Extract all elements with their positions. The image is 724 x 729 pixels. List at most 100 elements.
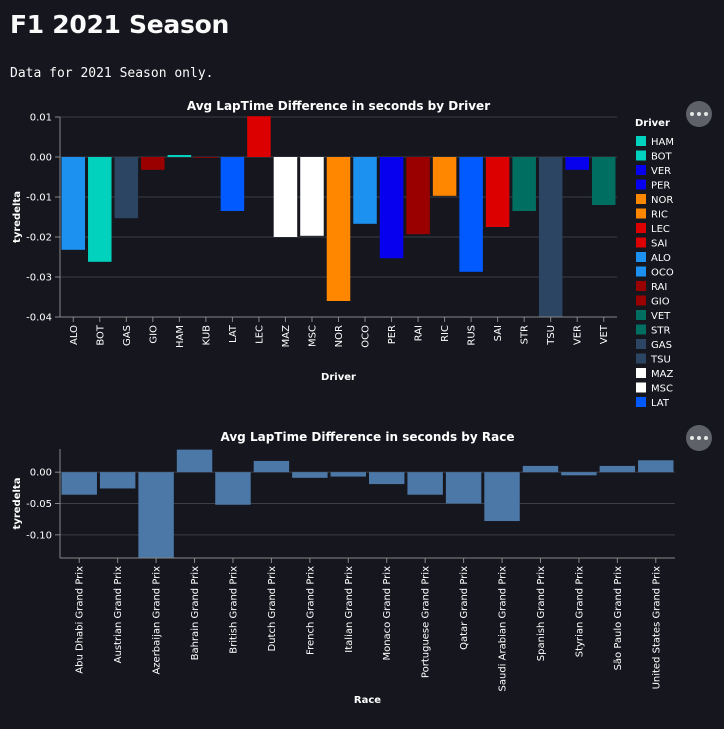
x-tick-label: São Paulo Grand Prix: [613, 566, 624, 670]
x-tick-label: Italian Grand Prix: [344, 566, 355, 653]
bar-styrian-grand-prix[interactable]: [561, 472, 597, 476]
bar-ver[interactable]: [565, 157, 589, 170]
bar-per[interactable]: [379, 157, 404, 259]
legend-label: VER: [651, 166, 671, 177]
bar-gas[interactable]: [114, 157, 139, 219]
x-tick-label: LEC: [254, 325, 265, 344]
bar-tsu[interactable]: [538, 157, 563, 317]
bar-vet[interactable]: [591, 157, 616, 205]
x-tick-label: STR: [520, 325, 531, 344]
dot-icon: [697, 436, 701, 440]
chart1-more-button[interactable]: [686, 101, 712, 127]
x-tick-label: PER: [387, 325, 398, 344]
legend-swatch: [636, 339, 646, 349]
legend-label: GAS: [651, 340, 672, 351]
y-tick-label: -0.10: [26, 530, 52, 541]
legend-label: TSU: [650, 355, 671, 366]
y-tick-label: 0.00: [30, 153, 52, 164]
bar-rai[interactable]: [406, 157, 430, 235]
legend-swatch: [636, 223, 646, 233]
bar-british-grand-prix[interactable]: [215, 472, 251, 505]
x-tick-label: Azerbaijan Grand Prix: [152, 566, 163, 675]
bar-french-grand-prix[interactable]: [292, 472, 328, 478]
legend-label: NOR: [651, 195, 673, 206]
bar-kub[interactable]: [194, 157, 218, 158]
bar-lat[interactable]: [220, 157, 245, 211]
x-tick-label: RAI: [414, 325, 425, 341]
legend-label: MAZ: [651, 369, 673, 380]
bar-qatar-grand-prix[interactable]: [445, 472, 482, 504]
bar-monaco-grand-prix[interactable]: [369, 472, 405, 485]
page-subtitle: Data for 2021 Season only.: [10, 66, 214, 81]
bar-bot[interactable]: [88, 157, 112, 262]
bar-dutch-grand-prix[interactable]: [253, 460, 290, 473]
x-tick-label: NOR: [334, 325, 345, 347]
chart2-y-axis-title: tyredelta: [12, 478, 23, 530]
y-tick-label: -0.04: [26, 313, 52, 324]
race-bar-chart: Avg LapTime Difference in seconds by Rac…: [12, 430, 675, 706]
x-tick-label: Portuguese Grand Prix: [421, 566, 432, 678]
bar-azerbaijan-grand-prix[interactable]: [138, 472, 174, 558]
legend-swatch: [636, 295, 646, 306]
dot-icon: [690, 436, 694, 440]
bar-são-paulo-grand-prix[interactable]: [599, 465, 636, 473]
x-tick-label: ALO: [69, 325, 80, 345]
bar-united-states-grand-prix[interactable]: [638, 460, 674, 473]
chart2-more-button[interactable]: [686, 425, 712, 451]
bar-oco[interactable]: [353, 157, 377, 224]
legend-label: VET: [651, 311, 671, 322]
y-tick-label: 0.00: [30, 468, 52, 479]
bar-italian-grand-prix[interactable]: [330, 472, 366, 477]
y-tick-label: -0.02: [26, 233, 52, 244]
chart2-x-axis-title: Race: [354, 695, 381, 706]
dot-icon: [697, 112, 701, 116]
x-tick-label: French Grand Prix: [305, 566, 316, 655]
x-tick-label: LAT: [228, 324, 239, 343]
bar-portuguese-grand-prix[interactable]: [407, 472, 443, 495]
x-tick-label: MAZ: [281, 325, 292, 347]
bar-spanish-grand-prix[interactable]: [522, 465, 559, 473]
bar-msc[interactable]: [300, 157, 324, 236]
x-tick-label: RIC: [440, 325, 451, 342]
bar-nor[interactable]: [326, 157, 351, 301]
driver-bar-chart: Avg LapTime Difference in seconds by Dri…: [12, 99, 674, 409]
bar-ham[interactable]: [167, 155, 192, 157]
x-tick-label: MSC: [307, 325, 318, 347]
bar-sai[interactable]: [485, 157, 510, 227]
bar-lec[interactable]: [247, 116, 271, 157]
x-tick-label: VER: [573, 325, 584, 345]
x-tick-label: RUS: [467, 325, 478, 346]
chart1-legend: Driver HAM BOT VER PER NOR RIC LEC SAI ALO OCO RAI…: [635, 118, 674, 409]
chart1-y-axis-title: tyredelta: [12, 191, 23, 243]
dot-icon: [690, 112, 694, 116]
x-tick-label: KUB: [201, 325, 212, 346]
legend-label: GIO: [651, 297, 670, 308]
x-tick-label: Qatar Grand Prix: [459, 566, 470, 650]
bar-saudi-arabian-grand-prix[interactable]: [484, 472, 520, 522]
bar-rus[interactable]: [459, 157, 483, 272]
x-tick-label: GAS: [122, 325, 133, 346]
x-tick-label: GIO: [148, 325, 159, 344]
bar-maz[interactable]: [273, 157, 298, 237]
legend-swatch: [636, 150, 646, 161]
bar-bahrain-grand-prix[interactable]: [176, 449, 213, 473]
legend-label: MSC: [651, 384, 673, 395]
x-tick-label: Spanish Grand Prix: [536, 566, 547, 661]
legend-swatch: [636, 324, 646, 335]
bar-alo[interactable]: [61, 157, 86, 250]
legend-label: ALO: [651, 253, 671, 264]
legend-swatch: [636, 194, 646, 204]
x-tick-label: Abu Dhabi Grand Prix: [75, 566, 86, 674]
x-tick-label: Monaco Grand Prix: [382, 566, 393, 661]
y-tick-label: -0.01: [26, 193, 52, 204]
bar-austrian-grand-prix[interactable]: [99, 472, 136, 489]
bar-str[interactable]: [512, 157, 536, 211]
bar-gio[interactable]: [141, 157, 165, 170]
legend-label: SAI: [651, 239, 667, 250]
legend-label: PER: [651, 181, 670, 192]
x-tick-label: United States Grand Prix: [651, 566, 662, 689]
bar-abu-dhabi-grand-prix[interactable]: [61, 472, 97, 495]
legend-swatch: [636, 397, 646, 407]
legend-label: RIC: [651, 210, 668, 221]
bar-ric[interactable]: [432, 157, 457, 196]
